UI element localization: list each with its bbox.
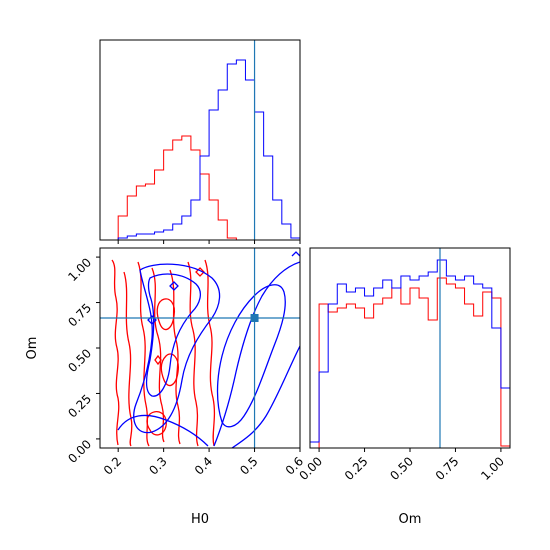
contour-line	[291, 251, 300, 257]
contour-line	[204, 259, 216, 447]
truth-marker	[250, 314, 259, 322]
contour-line	[156, 298, 176, 331]
contour-line	[117, 414, 209, 447]
contour-line	[154, 354, 162, 366]
contour-line	[147, 315, 157, 325]
contour-line	[123, 271, 133, 447]
contour-line	[195, 267, 205, 277]
contour-line	[213, 261, 300, 447]
contour-line	[169, 281, 179, 291]
contour-line	[231, 345, 300, 448]
histogram-step-blue	[309, 259, 511, 448]
histogram-step-red	[310, 277, 511, 449]
contour-line	[187, 261, 199, 447]
contour-line	[111, 259, 120, 446]
contours-series-b	[117, 251, 300, 448]
contour-line	[145, 273, 202, 397]
om-marginal-histogram: 0.00 0.25 0.50 0.75 1.00 Om	[296, 247, 511, 527]
contour-line	[216, 284, 286, 428]
y-axis-label-om: Om	[25, 337, 40, 360]
h0-marginal-histogram	[99, 39, 301, 244]
histogram-step-blue	[100, 59, 301, 241]
contour-line	[146, 411, 167, 436]
x-axis-label-om: Om	[399, 512, 422, 527]
contour-line	[137, 261, 150, 447]
contour-line	[133, 263, 221, 434]
x-axis-label-h0: H0	[191, 512, 209, 527]
contour-line	[160, 353, 179, 387]
h0-hist-frame	[99, 39, 301, 241]
contours-series-a	[111, 259, 216, 447]
